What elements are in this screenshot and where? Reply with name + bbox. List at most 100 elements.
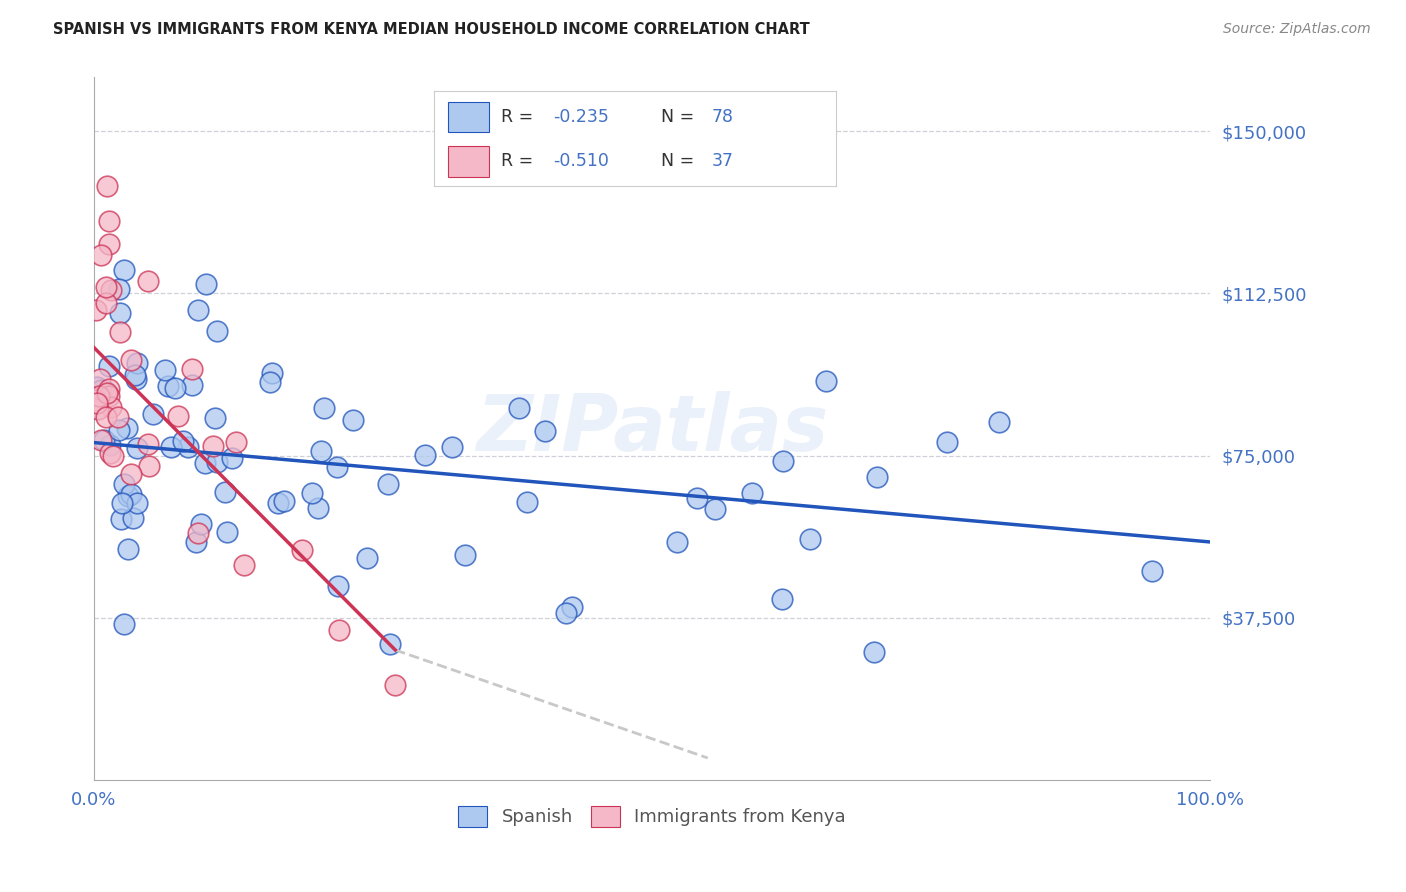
- Point: [260, 366, 283, 380]
- Point: [328, 579, 350, 593]
- Point: [97, 214, 120, 228]
- Point: [190, 517, 212, 532]
- Point: [107, 409, 129, 424]
- Point: [202, 439, 225, 453]
- Point: [108, 282, 131, 296]
- Point: [561, 600, 583, 615]
- Point: [94, 384, 117, 399]
- Point: [665, 534, 688, 549]
- Point: [413, 448, 436, 462]
- Point: [814, 374, 837, 388]
- Point: [87, 389, 110, 403]
- Point: [378, 637, 401, 651]
- Point: [686, 491, 709, 505]
- Point: [94, 409, 117, 424]
- Point: [157, 378, 180, 392]
- Point: [93, 433, 115, 447]
- Point: [125, 496, 148, 510]
- Point: [356, 550, 378, 565]
- Point: [96, 385, 118, 400]
- Point: [454, 548, 477, 562]
- Point: [124, 368, 146, 383]
- Point: [187, 302, 209, 317]
- Point: [100, 283, 122, 297]
- Point: [377, 476, 399, 491]
- Point: [122, 510, 145, 524]
- Point: [865, 469, 887, 483]
- Point: [741, 485, 763, 500]
- Point: [186, 534, 208, 549]
- Point: [291, 543, 314, 558]
- Point: [205, 455, 228, 469]
- Point: [225, 434, 247, 449]
- Point: [124, 372, 146, 386]
- Point: [96, 295, 118, 310]
- Point: [160, 440, 183, 454]
- Point: [180, 378, 202, 392]
- Legend: Spanish, Immigrants from Kenya: Spanish, Immigrants from Kenya: [451, 798, 853, 834]
- Point: [110, 512, 132, 526]
- Point: [508, 401, 530, 415]
- Point: [90, 248, 112, 262]
- Point: [314, 401, 336, 416]
- Point: [125, 442, 148, 456]
- Point: [142, 407, 165, 421]
- Point: [988, 415, 1011, 429]
- Point: [117, 489, 139, 503]
- Point: [136, 274, 159, 288]
- Point: [96, 280, 118, 294]
- Point: [770, 592, 793, 607]
- Point: [311, 444, 333, 458]
- Point: [98, 438, 121, 452]
- Point: [110, 306, 132, 320]
- Point: [342, 413, 364, 427]
- Point: [177, 440, 200, 454]
- Text: SPANISH VS IMMIGRANTS FROM KENYA MEDIAN HOUSEHOLD INCOME CORRELATION CHART: SPANISH VS IMMIGRANTS FROM KENYA MEDIAN …: [53, 22, 810, 37]
- Point: [516, 495, 538, 509]
- Point: [181, 362, 204, 376]
- Point: [163, 381, 186, 395]
- Point: [112, 262, 135, 277]
- Point: [117, 542, 139, 557]
- Point: [136, 437, 159, 451]
- Point: [90, 434, 112, 448]
- Point: [108, 423, 131, 437]
- Point: [166, 409, 188, 424]
- Point: [96, 179, 118, 194]
- Point: [204, 410, 226, 425]
- Point: [86, 395, 108, 409]
- Point: [115, 421, 138, 435]
- Point: [172, 434, 194, 449]
- Text: Source: ZipAtlas.com: Source: ZipAtlas.com: [1223, 22, 1371, 37]
- Point: [935, 434, 957, 449]
- Point: [120, 487, 142, 501]
- Point: [440, 440, 463, 454]
- Point: [205, 324, 228, 338]
- Point: [155, 363, 177, 377]
- Point: [193, 456, 215, 470]
- Point: [221, 450, 243, 465]
- Point: [799, 532, 821, 546]
- Point: [555, 606, 578, 620]
- Point: [98, 389, 121, 403]
- Point: [214, 484, 236, 499]
- Point: [103, 449, 125, 463]
- Point: [87, 402, 110, 417]
- Point: [98, 446, 121, 460]
- Point: [125, 356, 148, 370]
- Point: [120, 352, 142, 367]
- Point: [267, 496, 290, 510]
- Point: [120, 467, 142, 482]
- Point: [328, 623, 350, 637]
- Point: [111, 496, 134, 510]
- Point: [108, 325, 131, 339]
- Point: [384, 677, 406, 691]
- Point: [1140, 564, 1163, 578]
- Point: [86, 379, 108, 393]
- Point: [194, 277, 217, 291]
- Point: [97, 382, 120, 396]
- Point: [86, 393, 108, 408]
- Point: [138, 459, 160, 474]
- Point: [301, 486, 323, 500]
- Point: [862, 645, 884, 659]
